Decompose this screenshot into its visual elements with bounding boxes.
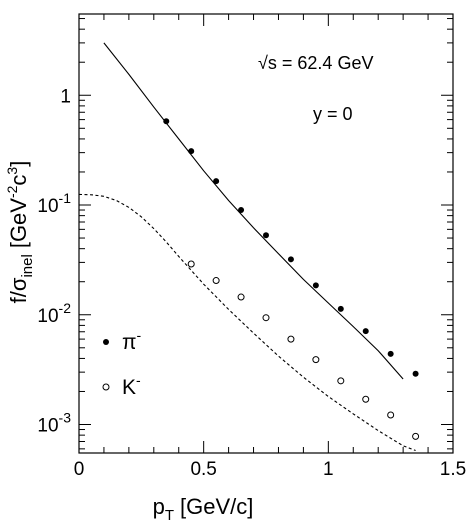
x-tick-label: 0.5 — [190, 459, 216, 480]
y-axis-title-unit-mid: c — [6, 175, 31, 186]
legend-marker-pi — [103, 339, 109, 345]
kaon-data-point — [237, 293, 245, 301]
plot-frame — [78, 13, 454, 454]
x-axis-title-main: p — [153, 494, 165, 519]
y-axis-title-unit-sup2: 3 — [4, 167, 20, 175]
energy-annotation-value: = 62.4 GeV — [277, 53, 374, 73]
legend-label-k: K- — [122, 372, 141, 399]
y-tick-label: 10-3 — [37, 410, 71, 437]
legend-label-k-name: K — [122, 376, 136, 399]
theory-curves — [78, 42, 416, 452]
y-tick-label-exp: -3 — [59, 410, 72, 426]
kaon-data-point — [187, 260, 195, 268]
y-axis-title: f/σinel [GeV-2c3] — [4, 161, 36, 304]
legend-label-k-sup: - — [136, 372, 141, 388]
kaon-data-point — [412, 432, 420, 440]
pion-theory-curve — [103, 42, 404, 380]
energy-annotation-sqrt: √s — [258, 53, 277, 73]
kaon-theory-curve — [78, 193, 416, 452]
x-axis-title: pT [GeV/c] — [153, 494, 254, 524]
pion-data-point — [387, 350, 394, 357]
y-tick-label: 10-2 — [37, 300, 71, 327]
pion-data-point — [362, 328, 369, 335]
kaon-data-point — [262, 314, 270, 322]
y-axis-title-unit-sup1: -2 — [4, 185, 20, 198]
kaon-data-point — [287, 335, 295, 343]
x-tick-label: 1 — [323, 459, 334, 480]
pion-data-point — [263, 232, 269, 239]
pion-data-point — [213, 178, 220, 185]
y-axis-title-sub: inel — [19, 254, 36, 277]
y-axis-title-unit-open: [GeV — [6, 198, 31, 248]
kaon-data-point — [362, 395, 370, 403]
y-tick-label-base: 10 — [37, 306, 58, 327]
pion-data-point — [337, 305, 344, 312]
legend: π- K- — [102, 327, 142, 399]
y-tick-label-exp: -1 — [59, 190, 72, 206]
x-tick-label: 1.5 — [440, 459, 466, 480]
y-tick-label: 10-1 — [37, 190, 71, 217]
x-axis-title-sub: T — [165, 507, 174, 524]
pion-data-point — [163, 118, 170, 125]
y-tick-label-base: 10 — [37, 196, 58, 217]
x-tick-label: 0 — [74, 459, 85, 480]
kaon-data-point — [312, 356, 320, 364]
pion-data-point — [238, 207, 245, 214]
y-tick-label: 1 — [60, 86, 71, 107]
legend-label-pi: π- — [122, 327, 142, 354]
legend-marker-k — [102, 383, 110, 391]
kaon-data-point — [337, 377, 345, 385]
legend-label-pi-name: π — [122, 331, 137, 354]
pion-data-point — [188, 148, 195, 155]
kaon-data-point — [212, 277, 220, 285]
y-axis-title-unit-close: ] — [6, 161, 31, 167]
pion-data-point — [412, 370, 419, 377]
pion-data-point — [287, 256, 294, 263]
energy-annotation: √s = 62.4 GeV — [258, 53, 373, 73]
pion-data-point — [312, 282, 319, 289]
y-axis-title-main: f/σ — [6, 277, 31, 303]
legend-label-pi-sup: - — [137, 327, 142, 343]
y-tick-label-exp: -2 — [59, 300, 72, 316]
kaon-data-point — [387, 411, 395, 419]
y-tick-label-base: 10 — [37, 416, 58, 437]
axis-ticks — [78, 14, 454, 453]
x-axis-title-unit: [GeV/c] — [180, 494, 253, 519]
rapidity-annotation: y = 0 — [313, 104, 353, 124]
data-points — [163, 118, 420, 440]
